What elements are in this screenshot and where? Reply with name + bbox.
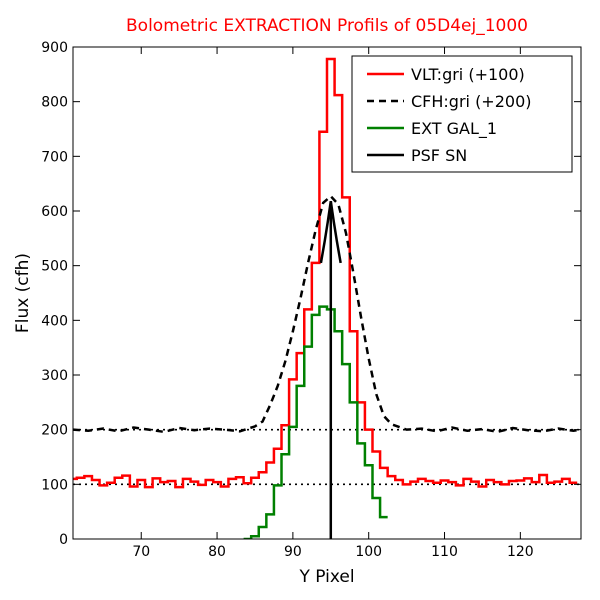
legend-box [351,55,573,173]
y-tick-label: 800 [41,95,68,111]
y-tick-label: 100 [41,477,68,493]
legend: VLT:gri (+100) CFH:gri (+200) EXT GAL_1 PSF… [351,55,573,173]
x-tick-label: 110 [431,544,458,560]
y-tick-label: 0 [59,532,68,548]
x-tick-label: 80 [208,544,226,560]
x-tick-label: 90 [284,544,302,560]
x-axis-label: Y Pixel [298,567,354,587]
x-tick-label: 70 [132,544,150,560]
y-axis-label: Flux (cfh) [13,253,33,333]
plot-frame [72,46,582,540]
legend-item-psf-sn: PSF SN [411,146,467,165]
legend-item-vlt-gri: VLT:gri (+100) [411,65,525,84]
y-tick-label: 200 [41,423,68,439]
y-tick-label: 500 [41,259,68,275]
y-axis-ticks: 0 100 200 300 400 500 600 700 800 900 [41,40,581,548]
legend-item-ext-gal-1: EXT GAL_1 [411,119,497,139]
x-axis-ticks: 70 80 90 100 110 120 [132,47,534,560]
series-cfh-gri [73,194,581,434]
x-tick-label: 100 [355,544,382,560]
y-tick-label: 900 [41,40,68,56]
chart-title: Bolometric EXTRACTION Profils of 05D4ej_… [126,16,528,36]
legend-item-cfh-gri: CFH:gri (+200) [411,92,532,111]
y-tick-label: 600 [41,204,68,220]
y-tick-label: 700 [41,149,68,165]
series-ext-gal-1 [243,305,388,539]
series-vlt-gri [73,57,578,489]
y-tick-label: 400 [41,313,68,329]
x-tick-label: 120 [507,544,534,560]
plot-area [73,57,581,539]
y-tick-label: 300 [41,368,68,384]
